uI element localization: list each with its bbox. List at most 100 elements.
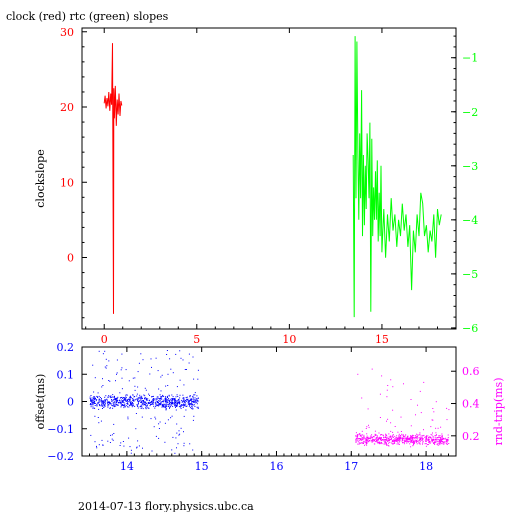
point-offset bbox=[108, 396, 110, 398]
point-rnd-trip bbox=[428, 440, 430, 442]
x-tick-label: 5 bbox=[193, 333, 200, 346]
point-offset bbox=[117, 400, 119, 402]
point-rnd-trip bbox=[442, 436, 443, 438]
point-offset bbox=[141, 395, 143, 397]
point-offset bbox=[170, 405, 172, 407]
point-rnd-trip bbox=[435, 427, 437, 429]
point-offset bbox=[112, 407, 114, 409]
point-rnd-trip bbox=[412, 440, 414, 442]
point-offset bbox=[126, 399, 128, 400]
point-rnd-trip bbox=[412, 445, 414, 447]
point-offset bbox=[161, 405, 163, 407]
point-offset bbox=[124, 403, 126, 405]
point-rnd-trip bbox=[402, 439, 403, 441]
point-offset bbox=[109, 396, 111, 397]
point-rnd-trip bbox=[412, 437, 414, 439]
point-offset bbox=[115, 404, 117, 406]
point-rnd-trip bbox=[434, 435, 436, 436]
point-offset bbox=[119, 402, 120, 404]
point-offset bbox=[103, 405, 105, 407]
point-offset bbox=[155, 357, 157, 359]
point-offset bbox=[164, 406, 166, 408]
point-offset bbox=[183, 398, 185, 400]
point-rnd-trip bbox=[405, 438, 407, 440]
point-rnd-trip bbox=[366, 433, 368, 435]
point-rnd-trip bbox=[396, 438, 398, 440]
point-offset bbox=[123, 397, 124, 399]
point-offset bbox=[106, 398, 108, 400]
point-offset bbox=[193, 401, 195, 403]
point-offset bbox=[104, 366, 106, 368]
point-offset bbox=[165, 407, 167, 408]
point-offset bbox=[176, 403, 178, 405]
point-offset bbox=[111, 434, 113, 436]
x-tick-label: 17 bbox=[344, 460, 358, 473]
point-offset bbox=[115, 405, 117, 407]
point-offset bbox=[95, 400, 97, 402]
point-rnd-trip bbox=[427, 438, 429, 440]
point-rnd-trip bbox=[415, 437, 417, 439]
point-rnd-trip bbox=[379, 437, 381, 438]
point-rnd-trip bbox=[379, 441, 381, 443]
point-rnd-trip bbox=[403, 438, 405, 440]
point-offset bbox=[160, 397, 161, 399]
point-rnd-trip bbox=[376, 437, 378, 439]
point-offset bbox=[193, 378, 195, 380]
point-offset bbox=[151, 403, 153, 405]
point-offset bbox=[154, 416, 156, 418]
point-offset bbox=[192, 401, 194, 403]
point-offset bbox=[144, 404, 145, 405]
point-rnd-trip bbox=[380, 434, 382, 436]
point-rnd-trip bbox=[361, 437, 363, 439]
point-offset bbox=[130, 449, 132, 451]
point-offset bbox=[120, 397, 122, 398]
point-offset bbox=[118, 402, 120, 404]
point-offset bbox=[126, 400, 127, 402]
point-offset bbox=[128, 399, 130, 401]
point-offset bbox=[119, 399, 121, 401]
point-rnd-trip bbox=[387, 438, 389, 440]
point-offset bbox=[96, 405, 98, 407]
point-offset bbox=[164, 441, 166, 443]
point-rnd-trip bbox=[412, 438, 414, 440]
point-offset bbox=[186, 396, 188, 398]
point-rnd-trip bbox=[405, 434, 407, 436]
point-offset bbox=[132, 377, 134, 379]
point-offset bbox=[144, 397, 145, 399]
point-rnd-trip bbox=[358, 433, 360, 435]
point-rnd-trip bbox=[400, 437, 402, 439]
point-offset bbox=[182, 404, 184, 406]
point-offset bbox=[176, 405, 178, 407]
point-offset bbox=[134, 396, 136, 397]
point-offset bbox=[113, 423, 115, 425]
point-offset bbox=[179, 394, 181, 396]
point-offset bbox=[101, 400, 103, 402]
point-offset bbox=[190, 400, 192, 402]
point-offset bbox=[128, 400, 130, 402]
point-offset bbox=[146, 405, 148, 407]
point-offset bbox=[102, 385, 104, 386]
point-offset bbox=[168, 401, 170, 403]
point-offset bbox=[140, 404, 142, 406]
point-offset bbox=[188, 405, 190, 407]
point-offset bbox=[113, 402, 115, 404]
point-rnd-trip bbox=[361, 439, 363, 441]
point-offset bbox=[167, 397, 168, 398]
point-rnd-trip bbox=[379, 393, 381, 395]
point-offset bbox=[180, 405, 181, 407]
point-offset bbox=[189, 395, 191, 397]
point-offset bbox=[112, 402, 114, 404]
point-offset bbox=[102, 402, 104, 404]
point-offset bbox=[107, 440, 109, 442]
point-offset bbox=[152, 395, 154, 397]
point-offset bbox=[158, 404, 160, 406]
point-offset bbox=[192, 404, 194, 406]
point-rnd-trip bbox=[440, 439, 441, 441]
point-rnd-trip bbox=[372, 440, 374, 442]
point-offset bbox=[169, 401, 171, 403]
point-offset bbox=[89, 398, 91, 399]
point-offset bbox=[180, 427, 182, 429]
point-rnd-trip bbox=[428, 442, 430, 443]
point-offset bbox=[93, 400, 95, 402]
point-rnd-trip bbox=[385, 434, 387, 436]
